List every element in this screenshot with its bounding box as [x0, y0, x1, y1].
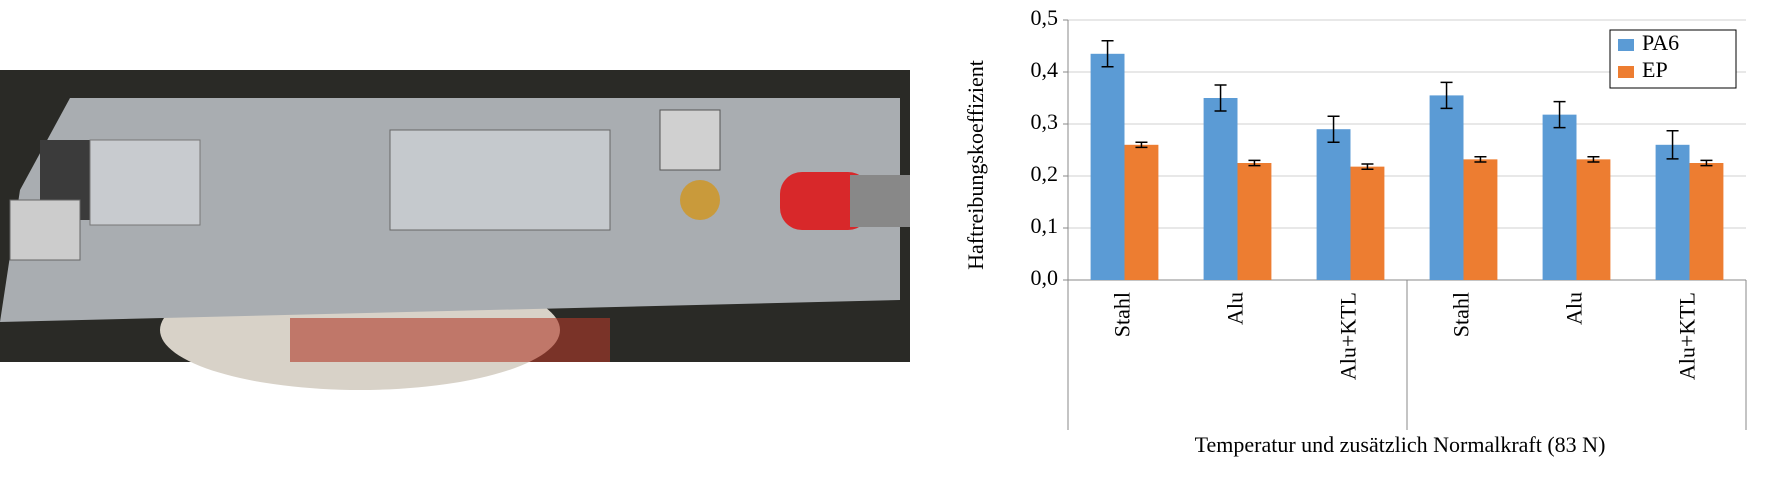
- photo: [0, 70, 910, 390]
- x-axis-label: Temperatur und zusätzlich Normalkraft (8…: [1195, 432, 1606, 457]
- bar: [1124, 144, 1159, 280]
- bar: [1429, 95, 1464, 281]
- error-bar: [1248, 159, 1261, 167]
- x-tick-label: Stahl: [1449, 292, 1474, 337]
- y-tick-label: 0,4: [1031, 57, 1059, 82]
- error-bar: [1327, 115, 1340, 143]
- bar: [1655, 144, 1690, 280]
- bar: [1203, 98, 1238, 280]
- bar: [1689, 163, 1724, 280]
- y-tick-label: 0,0: [1031, 265, 1059, 290]
- y-tick-label: 0,3: [1031, 109, 1059, 134]
- photo-motor-body: [850, 175, 910, 227]
- bar: [1542, 114, 1577, 280]
- bar: [1576, 159, 1611, 280]
- legend-swatch: [1618, 39, 1634, 51]
- y-tick-label: 0,1: [1031, 213, 1059, 238]
- x-tick-label: Stahl: [1110, 292, 1135, 337]
- error-bar: [1361, 163, 1374, 170]
- photo-pulley: [659, 109, 721, 171]
- error-bar: [1440, 81, 1453, 110]
- error-bar: [1101, 40, 1114, 68]
- photo-motor: [780, 172, 870, 230]
- error-bar: [1553, 100, 1566, 129]
- photo-block: [89, 139, 201, 226]
- bar: [1316, 129, 1351, 280]
- bar: [1463, 159, 1498, 280]
- error-bar: [1587, 156, 1600, 163]
- y-tick-label: 0,2: [1031, 161, 1059, 186]
- y-axis-label: Haftreibungskoeffizient: [963, 60, 988, 270]
- photo-floor: [290, 318, 610, 362]
- legend-label: PA6: [1642, 30, 1679, 55]
- error-bar: [1700, 159, 1713, 167]
- x-tick-label: Alu: [1562, 292, 1587, 325]
- photo-rail: [389, 129, 611, 231]
- bar: [1350, 166, 1385, 280]
- error-bar: [1214, 84, 1227, 112]
- photo-gear: [680, 180, 720, 220]
- error-bar: [1474, 156, 1487, 163]
- x-tick-label: Alu+KTL: [1336, 292, 1361, 380]
- photo-clamp: [9, 199, 81, 261]
- bar: [1090, 53, 1125, 280]
- x-tick-label: Alu: [1223, 292, 1248, 325]
- legend-label: EP: [1642, 57, 1668, 82]
- legend-swatch: [1618, 66, 1634, 78]
- x-tick-label: Alu+KTL: [1675, 292, 1700, 380]
- error-bar: [1135, 141, 1148, 149]
- bar: [1237, 163, 1272, 280]
- y-tick-label: 0,5: [1031, 5, 1059, 30]
- error-bar: [1666, 130, 1679, 160]
